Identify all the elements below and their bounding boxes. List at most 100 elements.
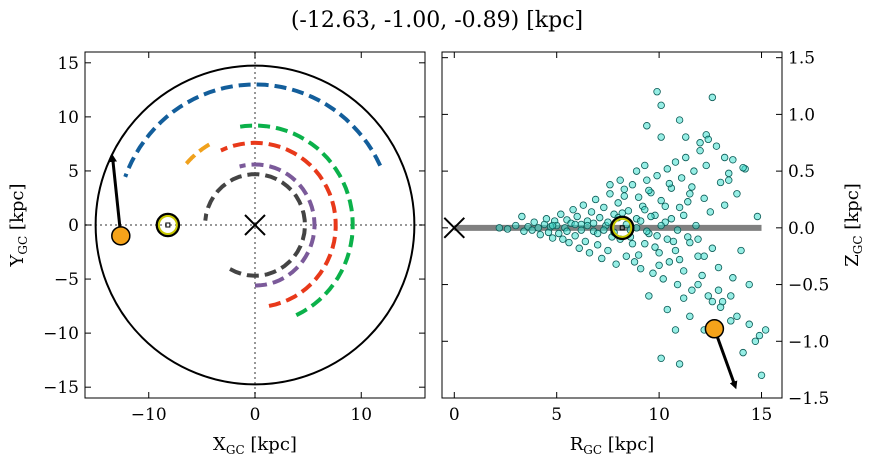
left-ytick-label: 5 (68, 162, 79, 182)
scatter-point (632, 167, 641, 175)
scatter-point (716, 303, 725, 311)
left-object-marker (111, 226, 131, 246)
scatter-point (571, 232, 579, 240)
right-xtick-label: 10 (648, 405, 670, 425)
scatter-point (622, 252, 631, 260)
scatter-point (628, 240, 637, 248)
scatter-point (653, 171, 661, 180)
right-xtick-label: 0 (449, 405, 460, 425)
scatter-point (620, 185, 628, 193)
spiral-arms (123, 82, 382, 317)
left-xtick-label: 10 (350, 405, 372, 425)
right-ytick-label: 1.0 (788, 105, 815, 125)
scatter-point (628, 181, 637, 189)
galaxy-boundary-circle (94, 64, 416, 386)
right-sun-marker (609, 215, 635, 241)
spiral-arm-4 (203, 172, 307, 278)
scatter-point (583, 221, 592, 230)
scatter-point (671, 158, 680, 166)
scatter-point (720, 201, 729, 209)
scatter-point (573, 212, 581, 221)
scatter-point (663, 305, 672, 314)
scatter-point (614, 199, 622, 207)
scatter-point (737, 246, 745, 255)
left-ytick-label: −5 (54, 270, 79, 290)
scatter-point (688, 183, 696, 191)
scatter-point (655, 261, 663, 269)
right-ytick-label: 0.0 (788, 219, 815, 239)
scatter-point (716, 178, 725, 187)
scatter-point (495, 224, 504, 232)
scatter-point (745, 320, 753, 328)
scatter-point (577, 226, 585, 234)
scatter-point (655, 249, 663, 257)
scatter-point (606, 190, 614, 198)
right-ytick-label: 1.5 (788, 49, 815, 69)
scatter-point (708, 297, 717, 306)
scatter-point (651, 243, 659, 251)
scatter-point (598, 254, 606, 263)
right-object-marker (704, 319, 725, 339)
scatter-point (729, 274, 737, 282)
scatter-point (755, 331, 764, 340)
scatter-point (575, 244, 583, 252)
scatter-point (579, 201, 588, 209)
scatter-point (698, 271, 706, 280)
scatter-point (675, 203, 684, 212)
scatter-point (624, 207, 633, 215)
right-axes-frame (441, 51, 783, 399)
scatter-point (634, 251, 643, 259)
scatter-point (657, 196, 665, 205)
scatter-point (563, 227, 571, 235)
scatter-point (555, 229, 563, 238)
scatter-point (589, 219, 598, 227)
scatter-point (636, 217, 645, 225)
scatter-point (663, 235, 672, 243)
scatter-point (530, 218, 538, 226)
right-galactic-center-marker (443, 217, 465, 239)
scatter-point (542, 215, 551, 223)
scatter-point (725, 176, 733, 184)
scatter-point (618, 209, 626, 217)
scatter-point (665, 258, 674, 266)
scatter-point (677, 174, 686, 182)
scatter-point (692, 221, 700, 230)
right-ticks: 0 5 10 15 −1.5 −1.0 −0.5 0.0 0.5 1.0 1.5 (442, 49, 829, 425)
scatter-point (653, 232, 661, 240)
scatter-point (653, 88, 661, 96)
scatter-point (739, 348, 747, 357)
scatter-point (700, 252, 708, 260)
left-plot-content (85, 52, 425, 398)
left-ytick-label: −10 (43, 324, 79, 344)
scatter-point (667, 215, 676, 223)
scatter-point (663, 165, 672, 173)
scatter-point (536, 230, 545, 239)
scatter-point (596, 213, 604, 222)
spiral-arm-2 (220, 140, 338, 308)
scatter-point (657, 221, 665, 230)
left-velocity-arrow (109, 153, 123, 236)
scatter-point (528, 226, 536, 234)
left-sun-marker (155, 212, 181, 238)
scatter-point (684, 198, 692, 206)
scatter-point (643, 227, 651, 235)
scatter-point (641, 240, 649, 248)
scatter-point (751, 337, 760, 345)
left-panel: −10 0 10 −15 −10 −5 0 5 10 15 XGC [kpc] YGC [kpc] (7, 51, 426, 457)
right-sun-center-dot (619, 225, 625, 231)
scatter-point (669, 237, 678, 246)
scatter-point (600, 203, 608, 212)
scatter-point (665, 179, 674, 188)
scatter-point (503, 225, 512, 233)
scatter-point (565, 238, 573, 247)
scatter-point (679, 267, 688, 275)
scatter-point (686, 312, 694, 321)
scatter-point (604, 246, 612, 255)
scatter-point (512, 221, 520, 230)
scatter-point (571, 220, 579, 229)
scatter-point (581, 237, 590, 246)
scatter-point (727, 292, 735, 300)
scatter-point (548, 221, 557, 230)
spiral-arm-0 (123, 82, 382, 178)
left-ytick-label: 15 (57, 54, 79, 74)
